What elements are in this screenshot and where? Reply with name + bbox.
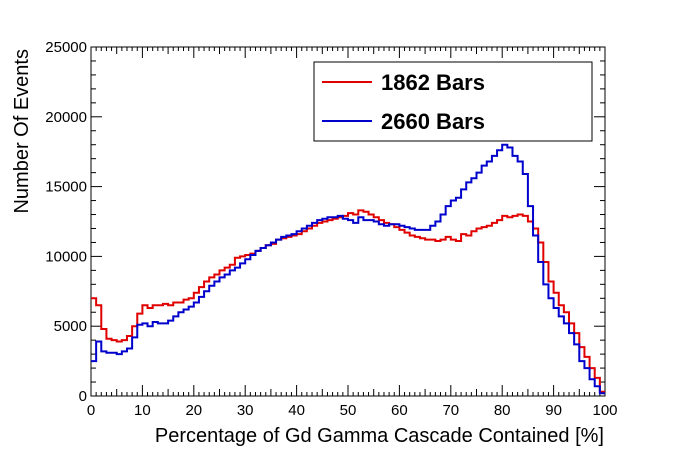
x-tick-label: 0 — [87, 402, 95, 419]
x-tick-label: 40 — [288, 402, 305, 419]
x-tick-label: 10 — [134, 402, 151, 419]
y-axis-title: Number Of Events — [11, 49, 33, 214]
legend: 1862 Bars 2660 Bars — [313, 61, 593, 142]
series-line-1862-bars — [91, 209, 605, 393]
x-tick-label: 50 — [340, 402, 357, 419]
y-tick-label: 0 — [79, 388, 87, 405]
y-tick-label: 5000 — [54, 318, 87, 335]
legend-label-2660-bars: 2660 Bars — [381, 109, 485, 134]
x-axis-title: Percentage of Gd Gamma Cascade Contained… — [155, 425, 604, 447]
x-tick-label: 60 — [391, 402, 408, 419]
x-tick-label: 20 — [185, 402, 202, 419]
x-tick-label: 80 — [494, 402, 511, 419]
series-group — [91, 143, 605, 395]
y-tick-label: 20000 — [45, 109, 87, 126]
x-tick-label: 70 — [442, 402, 459, 419]
tick-marks — [90, 46, 606, 397]
legend-box — [313, 61, 593, 142]
series-line-2660-bars — [91, 143, 605, 395]
x-tick-label: 90 — [545, 402, 562, 419]
y-tick-label: 15000 — [45, 179, 87, 196]
x-tick-labels: 0 10 20 30 40 50 60 70 80 90 100 — [87, 402, 618, 419]
y-tick-labels: 0 5000 10000 15000 20000 25000 — [45, 39, 87, 405]
legend-label-1862-bars: 1862 Bars — [381, 70, 485, 95]
y-tick-label: 25000 — [45, 39, 87, 56]
x-tick-label: 100 — [592, 402, 617, 419]
y-tick-label: 10000 — [45, 248, 87, 265]
x-tick-label: 30 — [237, 402, 254, 419]
